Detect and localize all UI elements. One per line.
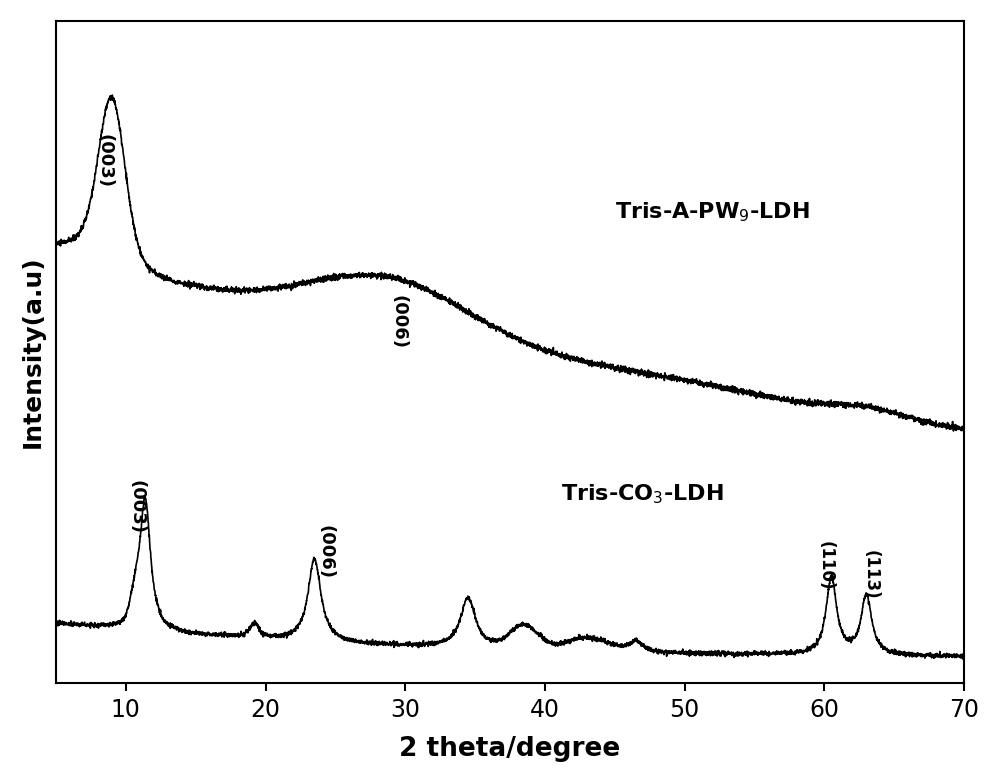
- Text: (003): (003): [96, 134, 114, 188]
- Text: Tris-CO$_3$-LDH: Tris-CO$_3$-LDH: [561, 482, 724, 506]
- X-axis label: 2 theta/degree: 2 theta/degree: [399, 736, 621, 762]
- Text: (003): (003): [128, 481, 146, 535]
- Text: (113): (113): [862, 550, 880, 600]
- Text: (110): (110): [817, 541, 835, 590]
- Y-axis label: Intensity(a.u): Intensity(a.u): [21, 255, 45, 448]
- Text: Tris-A-PW$_9$-LDH: Tris-A-PW$_9$-LDH: [615, 201, 810, 225]
- Text: (006): (006): [317, 525, 335, 579]
- Text: (006): (006): [389, 295, 407, 348]
